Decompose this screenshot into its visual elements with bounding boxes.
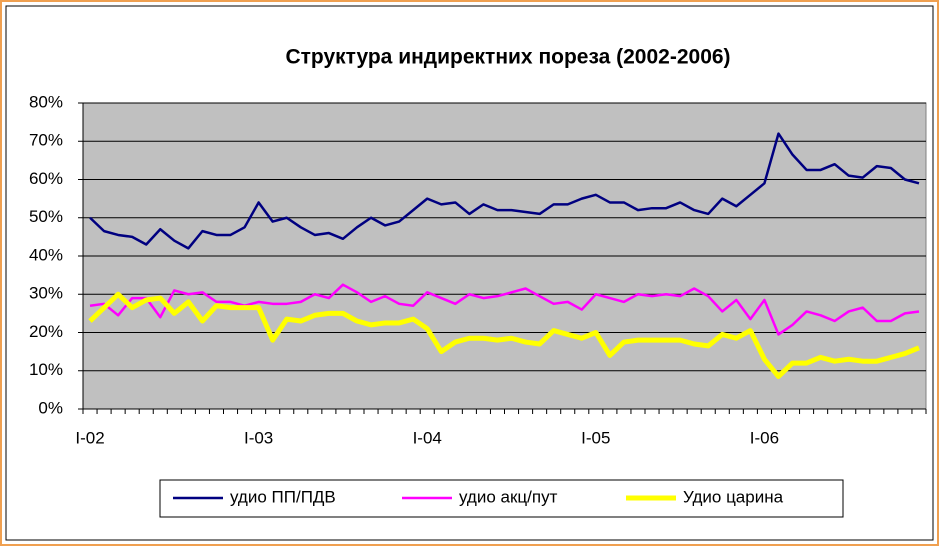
- y-tick-label: 20%: [29, 322, 63, 341]
- y-tick-label: 10%: [29, 360, 63, 379]
- x-tick-label: I-03: [244, 428, 273, 447]
- y-tick-label: 70%: [29, 131, 63, 150]
- chart-border: [5, 5, 934, 541]
- y-tick-label: 30%: [29, 284, 63, 303]
- line-series: [89, 283, 920, 336]
- y-tick-label: 80%: [29, 92, 63, 111]
- x-tick-label: I-06: [750, 428, 779, 447]
- legend-label: Удио царина: [683, 487, 784, 506]
- chart-title: Структура индиректних пореза (2002-2006): [285, 46, 730, 69]
- x-tick-label: I-04: [413, 428, 442, 447]
- y-tick-label: 0%: [38, 398, 63, 417]
- y-tick-label: 50%: [29, 207, 63, 226]
- x-tick-label: I-05: [581, 428, 610, 447]
- legend: [159, 479, 844, 518]
- y-tick-label: 40%: [29, 245, 63, 264]
- line-series: [89, 132, 920, 250]
- line-series: [88, 291, 920, 379]
- y-tick-label: 60%: [29, 169, 63, 188]
- legend-label: удио ПП/ПДВ: [230, 487, 336, 506]
- legend-label: удио акц/пут: [459, 487, 558, 506]
- x-tick-label: I-02: [75, 428, 104, 447]
